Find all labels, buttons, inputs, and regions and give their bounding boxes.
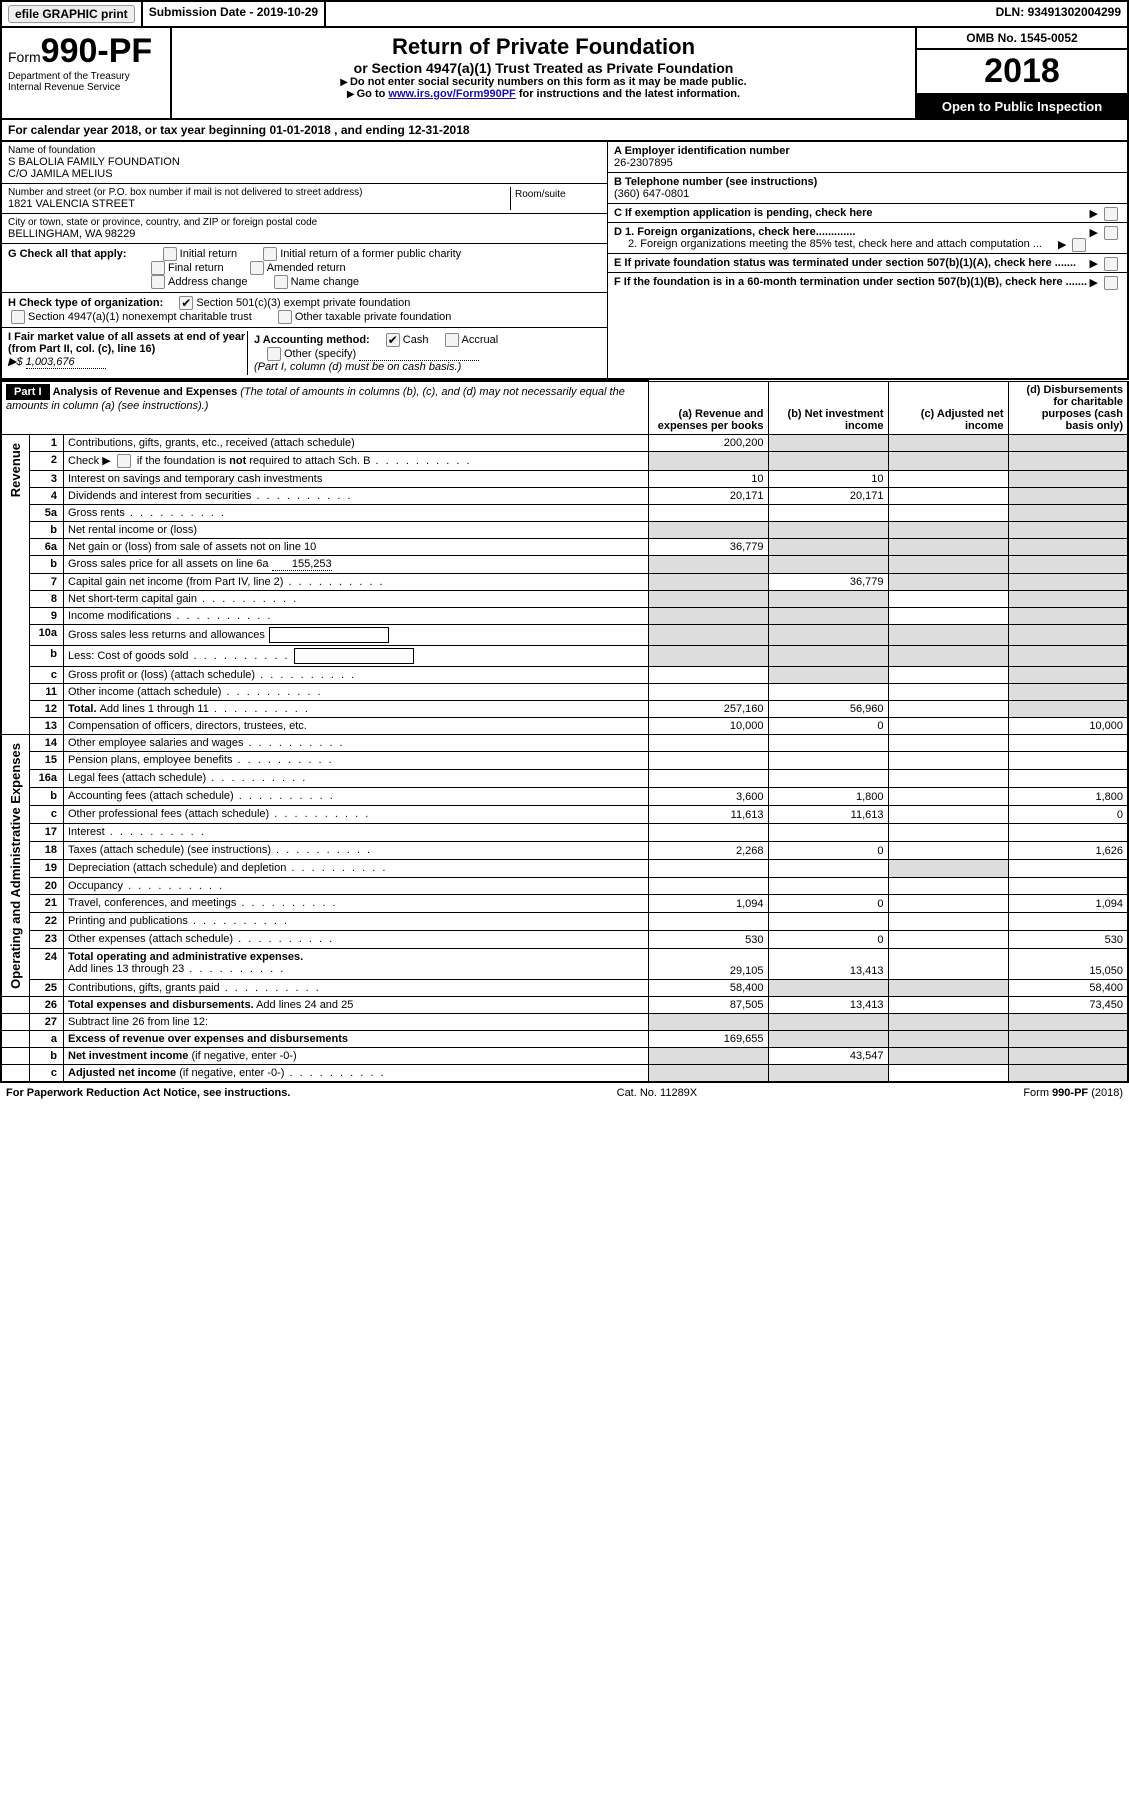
field-a-ein: A Employer identification number26-23078… <box>608 142 1127 173</box>
field-d: D 1. Foreign organizations, check here..… <box>608 223 1127 254</box>
cb-d1[interactable] <box>1104 226 1118 240</box>
line-27c: cAdjusted net income (if negative, enter… <box>1 1065 1128 1083</box>
line-1: Revenue 1Contributions, gifts, grants, e… <box>1 434 1128 451</box>
field-c: C If exemption application is pending, c… <box>608 204 1127 223</box>
line-21: 21Travel, conferences, and meetings 1,09… <box>1 895 1128 913</box>
efile-btn[interactable]: efile GRAPHIC print <box>2 2 143 26</box>
col-c-header: (c) Adjusted net income <box>888 381 1008 434</box>
line-4: 4Dividends and interest from securities … <box>1 487 1128 504</box>
line-26: 26Total expenses and disbursements. Add … <box>1 997 1128 1014</box>
calendar-year-row: For calendar year 2018, or tax year begi… <box>0 120 1129 142</box>
line-9: 9Income modifications <box>1 607 1128 624</box>
cb-final-return[interactable] <box>151 261 165 275</box>
line-23: 23Other expenses (attach schedule) 53005… <box>1 931 1128 949</box>
section-g: G Check all that apply: Initial return I… <box>2 244 607 293</box>
line-22: 22Printing and publications <box>1 913 1128 931</box>
top-bar: efile GRAPHIC print Submission Date - 20… <box>0 0 1129 28</box>
line-10c: cGross profit or (loss) (attach schedule… <box>1 666 1128 683</box>
line-11: 11Other income (attach schedule) <box>1 683 1128 700</box>
part1-tag: Part I <box>6 384 50 400</box>
address-cell: Number and street (or P.O. box number if… <box>2 184 607 214</box>
line-10b: bLess: Cost of goods sold <box>1 645 1128 666</box>
cb-c[interactable] <box>1104 207 1118 221</box>
cb-d2[interactable] <box>1072 238 1086 252</box>
form-id-block: Form990-PF Department of the Treasury In… <box>2 28 172 118</box>
line-16b: bAccounting fees (attach schedule) 3,600… <box>1 788 1128 806</box>
open-public-badge: Open to Public Inspection <box>917 95 1127 118</box>
field-f: F If the foundation is in a 60-month ter… <box>608 273 1127 291</box>
line-16c: cOther professional fees (attach schedul… <box>1 806 1128 824</box>
field-e: E If private foundation status was termi… <box>608 254 1127 273</box>
cb-initial-return[interactable] <box>163 247 177 261</box>
line-15: 15Pension plans, employee benefits <box>1 752 1128 770</box>
line-5b: bNet rental income or (loss) <box>1 521 1128 538</box>
cb-accrual[interactable] <box>445 333 459 347</box>
form-title: Return of Private Foundation <box>178 34 909 60</box>
part1-table: Part I Analysis of Revenue and Expenses … <box>0 380 1129 1083</box>
line-6b: bGross sales price for all assets on lin… <box>1 555 1128 573</box>
cb-address-change[interactable] <box>151 275 165 289</box>
cb-f[interactable] <box>1104 276 1118 290</box>
cb-other-method[interactable] <box>267 347 281 361</box>
fmv-value: 1,003,676 <box>26 356 106 369</box>
form-title-block: Return of Private Foundation or Section … <box>172 28 917 118</box>
line-5a: 5aGross rents <box>1 504 1128 521</box>
line-14: Operating and Administrative Expenses 14… <box>1 734 1128 752</box>
cb-amended-return[interactable] <box>250 261 264 275</box>
line-6a: 6aNet gain or (loss) from sale of assets… <box>1 538 1128 555</box>
line-10a: 10aGross sales less returns and allowanc… <box>1 624 1128 645</box>
cb-cash[interactable] <box>386 333 400 347</box>
foundation-name-cell: Name of foundation S BALOLIA FAMILY FOUN… <box>2 142 607 184</box>
field-b-phone: B Telephone number (see instructions)(36… <box>608 173 1127 204</box>
line-19: 19Depreciation (attach schedule) and dep… <box>1 859 1128 877</box>
line-17: 17Interest <box>1 823 1128 841</box>
ident-section: Name of foundation S BALOLIA FAMILY FOUN… <box>0 142 1129 380</box>
submission-date: Submission Date - 2019-10-29 <box>143 2 326 26</box>
line-18: 18Taxes (attach schedule) (see instructi… <box>1 841 1128 859</box>
irs: Internal Revenue Service <box>8 82 164 93</box>
city-cell: City or town, state or province, country… <box>2 214 607 244</box>
cb-name-change[interactable] <box>274 275 288 289</box>
page-footer: For Paperwork Reduction Act Notice, see … <box>0 1083 1129 1103</box>
cb-501c3[interactable] <box>179 296 193 310</box>
form-header: Form990-PF Department of the Treasury In… <box>0 28 1129 120</box>
line-12: 12Total. Add lines 1 through 11 257,1605… <box>1 700 1128 717</box>
omb-number: OMB No. 1545-0052 <box>917 28 1127 50</box>
line-8: 8Net short-term capital gain <box>1 590 1128 607</box>
cb-initial-former[interactable] <box>263 247 277 261</box>
line-16a: 16aLegal fees (attach schedule) <box>1 770 1128 788</box>
section-ij: I Fair market value of all assets at end… <box>2 328 607 378</box>
dept-treasury: Department of the Treasury <box>8 71 164 82</box>
line-27a: aExcess of revenue over expenses and dis… <box>1 1031 1128 1048</box>
line-7: 7Capital gain net income (from Part IV, … <box>1 573 1128 590</box>
line-13: 13Compensation of officers, directors, t… <box>1 717 1128 734</box>
year-block: OMB No. 1545-0052 2018 Open to Public In… <box>917 28 1127 118</box>
line-27b: bNet investment income (if negative, ent… <box>1 1048 1128 1065</box>
col-a-header: (a) Revenue and expenses per books <box>648 381 768 434</box>
col-b-header: (b) Net investment income <box>768 381 888 434</box>
line-27: 27Subtract line 26 from line 12: <box>1 1014 1128 1031</box>
col-d-header: (d) Disbursements for charitable purpose… <box>1008 381 1128 434</box>
cb-other-taxable[interactable] <box>278 310 292 324</box>
line-25: 25Contributions, gifts, grants paid 58,4… <box>1 979 1128 997</box>
cb-schb[interactable] <box>117 454 131 468</box>
line-2: 2Check ▶ if the foundation is not requir… <box>1 451 1128 470</box>
tax-year: 2018 <box>917 50 1127 95</box>
form-subtitle: or Section 4947(a)(1) Trust Treated as P… <box>178 60 909 76</box>
line-20: 20Occupancy <box>1 877 1128 895</box>
section-h: H Check type of organization: Section 50… <box>2 293 607 328</box>
cb-e[interactable] <box>1104 257 1118 271</box>
dln: DLN: 93491302004299 <box>990 2 1127 26</box>
cb-4947a1[interactable] <box>11 310 25 324</box>
line-3: 3Interest on savings and temporary cash … <box>1 470 1128 487</box>
instructions-link[interactable]: www.irs.gov/Form990PF <box>388 88 515 100</box>
line-24: 24Total operating and administrative exp… <box>1 949 1128 979</box>
